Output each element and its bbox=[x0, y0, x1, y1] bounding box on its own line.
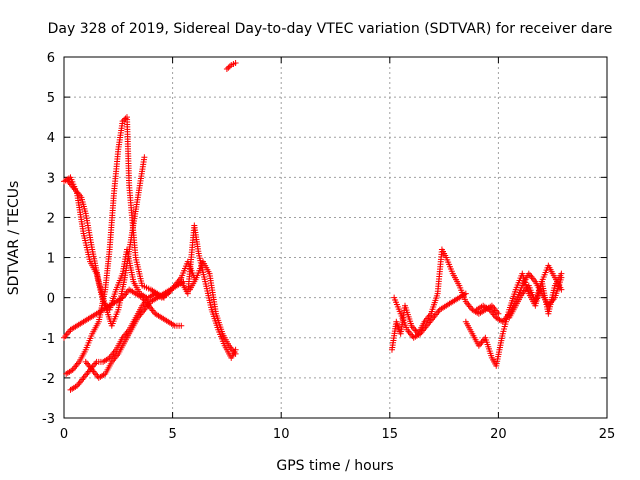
axis-ticks: 0 5 10 15 20 25 -3 -2 -1 0 1 2 3 4 5 6 bbox=[42, 51, 615, 442]
data-point bbox=[462, 290, 469, 297]
plot-frame bbox=[63, 56, 608, 419]
data-point bbox=[226, 63, 233, 70]
y-tick-label: 6 bbox=[47, 51, 55, 66]
series-sat-j bbox=[388, 246, 502, 353]
y-axis-title: SDTVAR / TECUs bbox=[6, 181, 22, 296]
y-tick-label: 2 bbox=[47, 211, 55, 226]
data-point bbox=[495, 310, 502, 317]
series-sat-i bbox=[223, 60, 239, 73]
series-sat-b bbox=[65, 154, 148, 329]
x-tick-label: 15 bbox=[382, 427, 399, 442]
data-point bbox=[558, 286, 565, 293]
chart-title: Day 328 of 2019, Sidereal Day-to-day VTE… bbox=[48, 21, 613, 37]
data-point bbox=[232, 60, 239, 67]
x-tick-label: 20 bbox=[490, 427, 507, 442]
series-sat-n bbox=[506, 270, 565, 321]
y-tick-label: -3 bbox=[42, 412, 55, 427]
data-point bbox=[225, 64, 232, 71]
series-sat-h bbox=[186, 258, 239, 357]
data-point bbox=[558, 270, 565, 277]
x-tick-label: 25 bbox=[599, 427, 616, 442]
y-tick-label: -2 bbox=[42, 372, 55, 387]
data-point bbox=[119, 118, 126, 125]
series-sat-f bbox=[82, 278, 187, 381]
y-tick-label: 3 bbox=[47, 171, 55, 186]
series-sat-g bbox=[178, 222, 239, 361]
grid bbox=[64, 57, 607, 418]
data-point bbox=[223, 66, 230, 73]
series-sat-k bbox=[391, 290, 469, 341]
series-sat-d bbox=[61, 286, 185, 341]
x-axis-title: GPS time / hours bbox=[276, 458, 393, 474]
data-points bbox=[61, 60, 565, 393]
data-point bbox=[232, 350, 239, 357]
x-tick-label: 10 bbox=[273, 427, 290, 442]
y-tick-label: 0 bbox=[47, 292, 55, 307]
series-sat-l bbox=[462, 262, 565, 369]
data-point bbox=[178, 322, 185, 329]
x-tick-label: 0 bbox=[60, 427, 68, 442]
y-tick-label: 1 bbox=[47, 252, 55, 267]
y-tick-label: -1 bbox=[42, 332, 55, 347]
y-tick-label: 4 bbox=[47, 131, 55, 146]
data-point bbox=[141, 154, 148, 161]
x-tick-label: 5 bbox=[168, 427, 176, 442]
y-tick-label: 5 bbox=[47, 91, 55, 106]
